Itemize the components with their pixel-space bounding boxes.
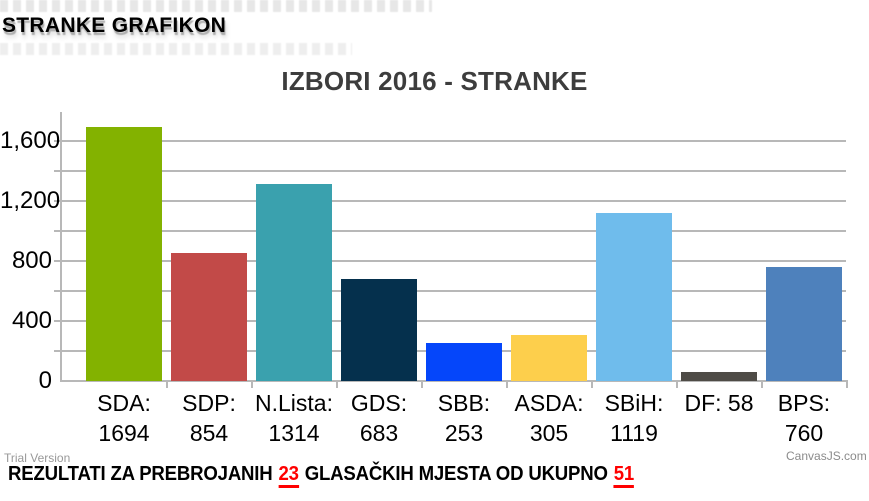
counted-stations-count: 23 [278,463,299,488]
bar-BPS[interactable] [766,267,842,381]
x-axis-tick [761,381,763,388]
y-tick-label: 400 [11,307,52,334]
x-tick-label: DF: 58 [684,390,754,416]
bar-GDS[interactable] [341,279,417,381]
x-tick-label: SDA: 1694 [97,390,151,446]
x-tick-label: N.Lista: 1314 [255,390,333,446]
bar-ASDA[interactable] [511,335,587,381]
results-summary-prefix: REZULTATI ZA PREBROJANIH [8,463,278,485]
gridline [62,320,846,322]
ghost-text-artifact-top [0,0,432,12]
x-axis-tick [846,381,848,388]
y-axis-tick [54,230,62,232]
ghost-text-artifact-bottom [0,43,352,55]
x-axis-tick [676,381,678,388]
y-tick-label: 1,600 [0,127,61,154]
y-axis-tick [54,290,62,292]
y-axis-tick [54,140,62,142]
y-axis-tick [54,320,62,322]
gridline [62,230,846,232]
bar-SDA[interactable] [86,127,162,381]
results-summary-middle: GLASAČKIH MJESTA OD UKUPNO [299,463,613,485]
gridline [62,290,846,292]
x-axis-tick [421,381,423,388]
y-tick-label: 800 [11,247,52,274]
gridline [62,170,846,172]
page-title: STRANKE GRAFIKON [2,14,227,37]
x-tick-label: SBB: 253 [437,390,491,446]
trial-version-label: Trial Version [4,451,71,465]
x-axis-tick [251,381,253,388]
x-axis-tick [591,381,593,388]
total-stations-count: 51 [613,463,634,488]
x-axis-tick [506,381,508,388]
results-summary: REZULTATI ZA PREBROJANIH 23 GLASAČKIH MJ… [8,463,635,488]
x-tick-label: BPS: 760 [777,390,831,446]
x-tick-label: SDP: 854 [182,390,236,446]
chart-title: IZBORI 2016 - STRANKE [281,66,588,96]
bar-SDP[interactable] [171,253,247,381]
bar-DF[interactable] [681,372,757,381]
gridline [62,200,846,202]
x-tick-label: GDS: 683 [350,390,408,446]
bar-SBiH[interactable] [596,213,672,381]
x-axis-tick [166,381,168,388]
y-axis-tick [54,200,62,202]
y-axis-tick [54,350,62,352]
gridline [62,260,846,262]
gridline [62,140,846,142]
bar-N.Lista[interactable] [256,184,332,381]
y-tick-label: 1,200 [0,187,61,214]
x-tick-label: ASDA: 305 [514,390,584,446]
y-tick-label: 0 [38,367,52,394]
bar-SBB[interactable] [426,343,502,381]
y-axis-line [60,112,62,382]
y-axis-tick [54,170,62,172]
x-axis-line [62,380,848,382]
x-axis-tick [336,381,338,388]
canvasjs-credit-link[interactable]: CanvasJS.com [786,449,867,463]
y-axis-tick [54,260,62,262]
x-tick-label: SBiH: 1119 [604,390,664,446]
